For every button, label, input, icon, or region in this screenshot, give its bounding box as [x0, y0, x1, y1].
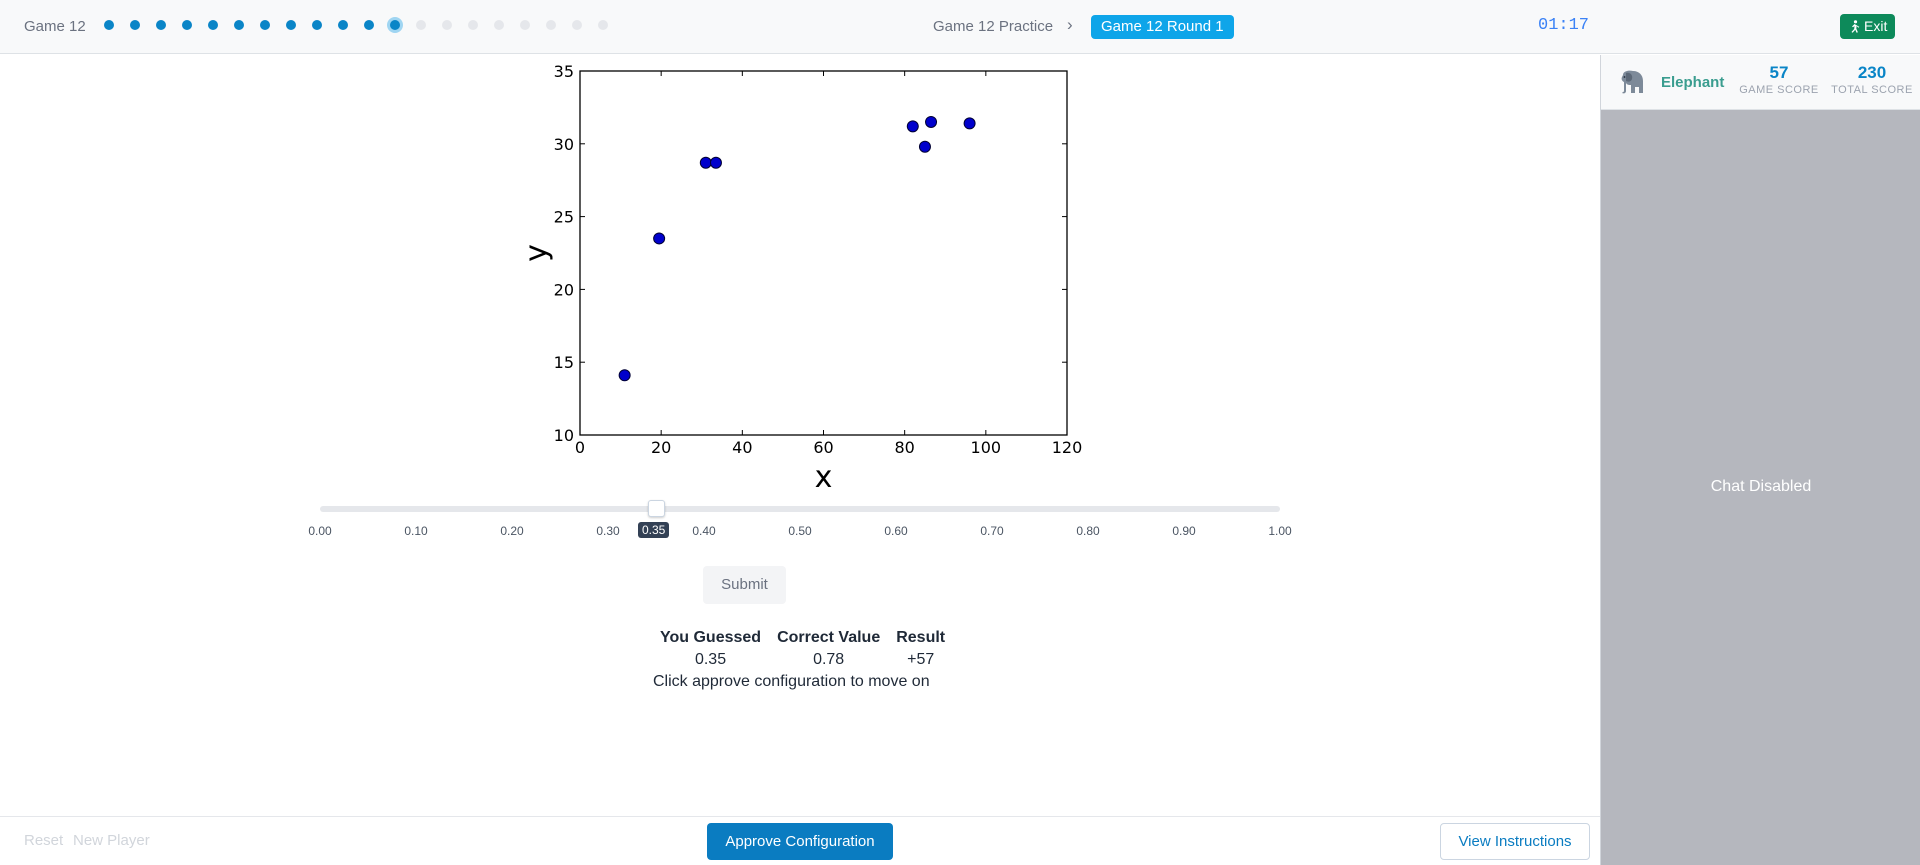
breadcrumb-separator-icon: › — [1067, 15, 1073, 34]
y-tick-label: 10 — [554, 426, 574, 445]
progress-dot — [182, 20, 192, 30]
running-person-icon — [1851, 20, 1860, 33]
data-point — [653, 232, 666, 245]
new-player-link[interactable]: New Player — [73, 832, 150, 849]
exit-label: Exit — [1864, 18, 1888, 34]
player-card: Elephant 57 GAME SCORE 230 TOTAL SCORE — [1601, 55, 1920, 110]
progress-dot — [572, 20, 582, 30]
y-tick-label: 20 — [554, 280, 574, 299]
progress-dot — [338, 20, 348, 30]
progress-dot — [468, 20, 478, 30]
progress-dot — [390, 20, 400, 30]
y-tick-label: 15 — [554, 353, 574, 372]
plot-frame — [579, 70, 1068, 436]
slider-tick-label: 0.70 — [980, 524, 1004, 538]
slider-tick-label: 0.20 — [500, 524, 524, 538]
result-header-row: You Guessed Correct Value Result — [652, 627, 953, 649]
total-score-value: 230 — [1857, 63, 1887, 82]
progress-dot — [260, 20, 270, 30]
game-score-value: 57 — [1769, 63, 1789, 82]
y-tick-label: 35 — [554, 62, 574, 81]
total-score: 230 TOTAL SCORE — [1827, 63, 1917, 96]
y-tick-label: 30 — [554, 135, 574, 154]
data-point — [925, 115, 938, 128]
correct-value: 0.78 — [813, 651, 845, 668]
guess-slider[interactable] — [320, 500, 1280, 517]
side-panel: Elephant 57 GAME SCORE 230 TOTAL SCORE C… — [1600, 55, 1920, 865]
top-bar: Game 12 Game 12 Practice › Game 12 Round… — [0, 0, 1920, 54]
x-tick-label: 100 — [971, 438, 1002, 457]
progress-dot — [442, 20, 452, 30]
x-tick-label: 40 — [732, 438, 752, 457]
slider-value-label: 0.35 — [638, 522, 670, 538]
approve-configuration-button[interactable]: Approve Configuration — [707, 823, 893, 860]
timer: 01:17 — [1538, 16, 1590, 35]
scatter-plot-svg: 0 20 40 60 80 100 120 10 15 20 25 30 35 x y — [519, 62, 1083, 495]
data-point — [709, 156, 722, 169]
y-tick-label: 25 — [554, 208, 574, 227]
approve-message: Click approve configuration to move on — [653, 673, 930, 690]
data-point — [618, 369, 631, 382]
data-point — [699, 156, 712, 169]
slider-handle[interactable] — [648, 500, 665, 517]
progress-dot — [234, 20, 244, 30]
header-correct-value: Correct Value — [777, 629, 881, 646]
progress-dot — [416, 20, 426, 30]
scatter-plot: 0 20 40 60 80 100 120 10 15 20 25 30 35 x y — [500, 55, 1100, 505]
breadcrumb-practice[interactable]: Game 12 Practice — [933, 18, 1054, 35]
round-progress-dots — [104, 20, 624, 30]
game-score-label: GAME SCORE — [1739, 84, 1819, 96]
slider-tick-label: 1.00 — [1268, 524, 1292, 538]
header-result: Result — [896, 629, 946, 646]
result-table: You Guessed Correct Value Result 0.35 0.… — [652, 627, 953, 671]
slider-tick-label: 0.80 — [1076, 524, 1100, 538]
progress-dot — [104, 20, 114, 30]
x-tick-label: 120 — [1052, 438, 1083, 457]
progress-dot — [364, 20, 374, 30]
progress-dot — [208, 20, 218, 30]
data-point — [963, 117, 976, 130]
breadcrumb-round: Game 12 Round 1 — [1091, 15, 1234, 39]
slider-tick-label: 0.40 — [692, 524, 716, 538]
progress-dot — [312, 20, 322, 30]
data-point — [906, 120, 919, 133]
reset-link[interactable]: Reset — [24, 832, 64, 849]
progress-dot — [494, 20, 504, 30]
result-value: +57 — [907, 651, 935, 668]
slider-tick-label: 0.50 — [788, 524, 812, 538]
y-axis-label: y — [519, 244, 554, 262]
slider-tick-label: 0.90 — [1172, 524, 1196, 538]
guessed-value: 0.35 — [694, 651, 727, 668]
chat-status: Chat Disabled — [1710, 478, 1812, 495]
data-point — [918, 140, 931, 153]
exit-button[interactable]: Exit — [1840, 14, 1896, 39]
progress-dot — [520, 20, 530, 30]
bottom-bar: Reset New Player Approve Configuration V… — [0, 816, 1600, 865]
progress-dot — [598, 20, 608, 30]
slider-tick-label: 0.30 — [596, 524, 620, 538]
player-name: Elephant — [1661, 74, 1725, 91]
header-you-guessed: You Guessed — [660, 629, 762, 646]
view-instructions-button[interactable]: View Instructions — [1440, 823, 1590, 860]
progress-dot — [546, 20, 556, 30]
progress-dot — [156, 20, 166, 30]
x-axis-label: x — [815, 460, 833, 495]
x-tick-label: 20 — [651, 438, 671, 457]
game-score: 57 GAME SCORE — [1737, 63, 1821, 96]
x-tick-label: 80 — [894, 438, 914, 457]
progress-dot — [286, 20, 296, 30]
game-label: Game 12 — [24, 18, 86, 35]
result-value-row: 0.35 0.78 +57 — [652, 649, 953, 671]
progress-dot — [130, 20, 140, 30]
slider-tick-label: 0.00 — [308, 524, 332, 538]
slider-tick-label: 0.60 — [884, 524, 908, 538]
elephant-icon — [1621, 70, 1643, 94]
x-tick-label: 60 — [813, 438, 833, 457]
total-score-label: TOTAL SCORE — [1831, 84, 1913, 96]
slider-tick-label: 0.10 — [404, 524, 428, 538]
x-tick-label: 0 — [575, 438, 585, 457]
submit-button[interactable]: Submit — [703, 566, 786, 604]
